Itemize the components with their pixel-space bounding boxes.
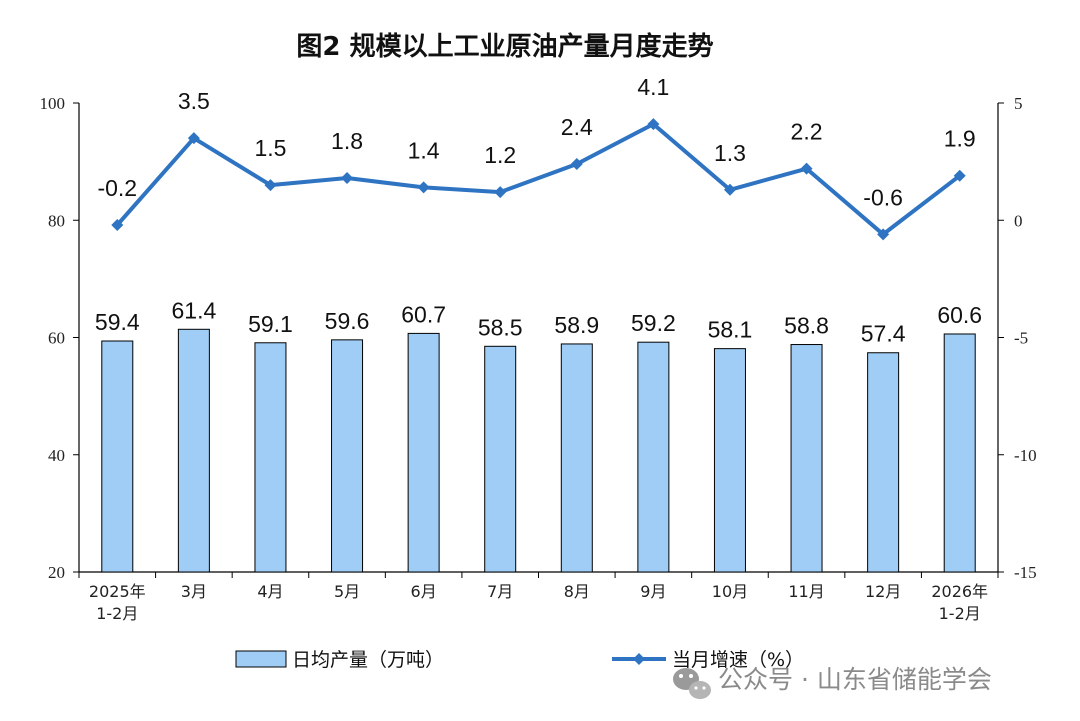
bar-value-label: 58.9 — [554, 312, 599, 338]
line-value-label: 2.4 — [561, 114, 593, 140]
x-tick-label: 6月 — [411, 582, 437, 601]
line-point — [341, 172, 354, 185]
bar — [713, 348, 746, 573]
line-point — [647, 118, 660, 131]
legend-line-marker — [633, 653, 645, 665]
x-tick-label: 8月 — [564, 582, 590, 601]
bar-value-label: 61.4 — [171, 297, 216, 323]
bar-value-label: 59.4 — [95, 309, 140, 335]
bar — [484, 345, 517, 573]
data-labels: 59.4 61.4 59.1 59.6 60.7 58.5 58.9 59.2 58.1 58.8… — [95, 74, 982, 347]
y-right-tick-label: 5 — [1014, 94, 1023, 113]
bar — [101, 340, 134, 573]
bar-value-label: 59.1 — [248, 311, 293, 337]
bar-series — [101, 328, 976, 573]
bar — [177, 328, 210, 573]
bar-value-label: 58.8 — [784, 313, 829, 339]
y-left-tick-label: 60 — [48, 329, 65, 348]
wechat-icon — [673, 668, 711, 699]
legend: 日均产量（万吨） 当月增速（%） — [235, 649, 804, 671]
legend-bar-label: 日均产量（万吨） — [292, 649, 444, 671]
bar — [254, 342, 287, 573]
x-tick-label: 4月 — [257, 582, 283, 601]
bar — [331, 339, 364, 573]
x-tick-label-line: 1-2月 — [939, 604, 981, 623]
x-tick-label-line: 2026年 — [931, 582, 988, 601]
x-tick-label: 10月 — [712, 582, 748, 601]
bar-value-label: 59.6 — [325, 308, 370, 334]
x-tick-label-line: 3月 — [181, 582, 207, 601]
watermark: 公众号 · 山东省储能学会 — [673, 665, 992, 699]
bar — [407, 332, 440, 573]
y-left-tick-label: 80 — [48, 211, 65, 230]
bar-value-label: 58.5 — [478, 314, 523, 340]
x-tick-label: 5月 — [334, 582, 360, 601]
bar-value-label: 58.1 — [708, 317, 753, 343]
line-point — [953, 169, 966, 182]
line-value-label: -0.2 — [97, 175, 137, 201]
bar-value-label: 60.7 — [401, 301, 446, 327]
x-tick-label-line: 10月 — [712, 582, 748, 601]
bar — [943, 333, 976, 573]
x-tick-label: 12月 — [865, 582, 901, 601]
x-tick-label: 11月 — [788, 582, 824, 601]
x-tick-label: 2025年 1-2月 — [89, 582, 146, 623]
y-right-tick-label: 0 — [1014, 211, 1023, 230]
x-tick-label-line: 12月 — [865, 582, 901, 601]
line-value-label: 1.5 — [254, 135, 286, 161]
bar-value-label: 59.2 — [631, 310, 676, 336]
bar — [867, 352, 900, 573]
bar — [790, 344, 823, 573]
bar-value-label: 60.6 — [937, 302, 982, 328]
x-tick-label-line: 8月 — [564, 582, 590, 601]
y-left-tick-label: 100 — [40, 94, 66, 113]
y-left-tick-label: 40 — [48, 446, 65, 465]
bar — [560, 343, 593, 573]
line-point — [800, 162, 813, 175]
y-right-tick-label: -15 — [1014, 563, 1037, 582]
line-point — [111, 218, 124, 231]
line-value-label: 2.2 — [791, 119, 823, 145]
x-tick-label: 7月 — [487, 582, 513, 601]
growth-line — [115, 122, 961, 237]
x-tick-label-line: 5月 — [334, 582, 360, 601]
line-value-label: 4.1 — [637, 74, 669, 100]
x-tick-label: 3月 — [181, 582, 207, 601]
y-right-tick-label: -10 — [1014, 446, 1037, 465]
bar-value-label: 57.4 — [861, 321, 906, 347]
x-tick-label-line: 1-2月 — [96, 604, 138, 623]
line-value-label: 1.4 — [408, 137, 440, 163]
line-value-label: 1.9 — [944, 126, 976, 152]
line-value-label: 3.5 — [178, 88, 210, 114]
line-point — [494, 186, 507, 199]
y-right-tick-label: -5 — [1014, 329, 1028, 348]
x-tick-label-line: 7月 — [487, 582, 513, 601]
axes: 20 40 60 80 100 -15 -10 -5 0 5 2025年 1-2月 3月 4月 5月 6月 7月… — [40, 94, 1037, 623]
line-point — [877, 228, 890, 241]
x-tick-label-line: 11月 — [788, 582, 824, 601]
legend-line-label: 当月增速（%） — [672, 649, 804, 671]
x-tick-label-line: 6月 — [411, 582, 437, 601]
x-tick-label-line: 9月 — [640, 582, 666, 601]
line-point — [723, 183, 736, 196]
line-value-label: 1.8 — [331, 128, 363, 154]
line-point — [417, 181, 430, 194]
x-tick-label: 9月 — [640, 582, 666, 601]
legend-bar-swatch — [235, 650, 287, 668]
bar — [637, 341, 670, 573]
x-tick-label-line: 2025年 — [89, 582, 146, 601]
line-value-label: 1.2 — [484, 142, 516, 168]
line-series — [111, 118, 966, 241]
line-value-label: 1.3 — [714, 140, 746, 166]
x-tick-label: 2026年 1-2月 — [931, 582, 988, 623]
line-point — [187, 132, 200, 145]
line-value-label: -0.6 — [863, 184, 903, 210]
line-point — [264, 179, 277, 192]
y-left-tick-label: 20 — [48, 563, 65, 582]
line-point — [570, 157, 583, 170]
x-tick-label-line: 4月 — [257, 582, 283, 601]
chart-title: 图2 规模以上工业原油产量月度走势 — [296, 31, 713, 62]
watermark-text: 公众号 · 山东省储能学会 — [718, 665, 992, 694]
